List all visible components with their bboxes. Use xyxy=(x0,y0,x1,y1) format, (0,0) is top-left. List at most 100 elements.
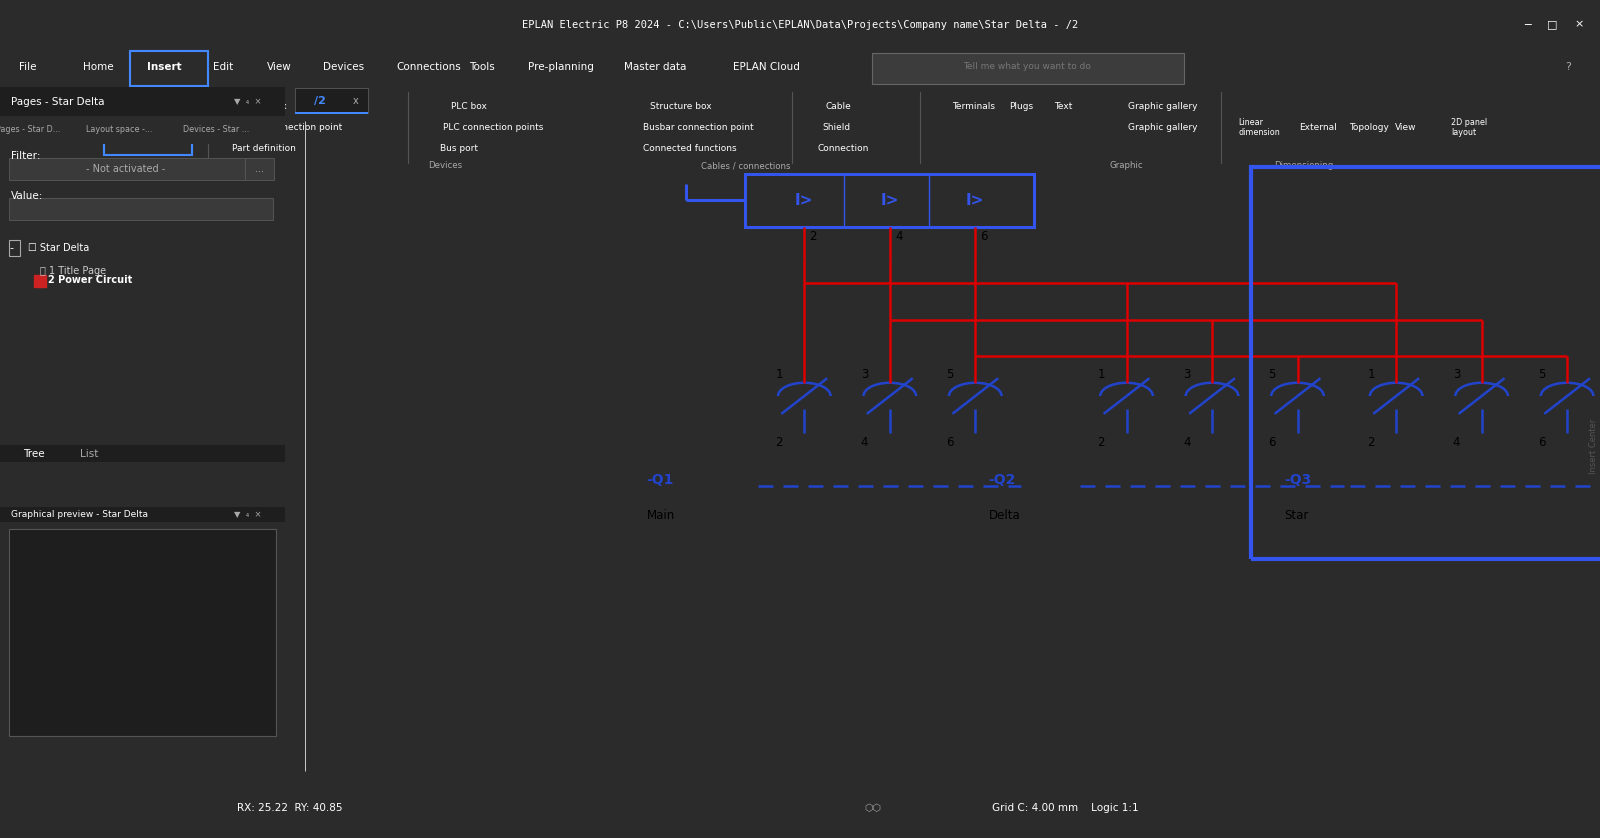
Text: Symbols: Symbols xyxy=(141,162,176,170)
Text: Pages - Star D...: Pages - Star D... xyxy=(0,126,61,134)
Text: 4: 4 xyxy=(1453,436,1461,449)
Text: Pre-planning: Pre-planning xyxy=(528,62,594,72)
Text: Devices - Star ...: Devices - Star ... xyxy=(184,126,250,134)
Text: Tools: Tools xyxy=(469,62,494,72)
Text: Cable: Cable xyxy=(826,102,851,111)
Text: Black box: Black box xyxy=(243,102,286,111)
Text: Devices: Devices xyxy=(427,162,462,170)
Text: ⬡⬡: ⬡⬡ xyxy=(864,803,882,813)
Text: ☐ Star Delta: ☐ Star Delta xyxy=(29,243,90,253)
Text: List: List xyxy=(80,449,98,459)
Text: ▼  ₄  ×: ▼ ₄ × xyxy=(234,97,261,106)
Text: 📄 1 Title Page: 📄 1 Title Page xyxy=(40,266,106,276)
Text: 6: 6 xyxy=(1538,436,1546,449)
Text: ...: ... xyxy=(256,164,264,174)
Text: ?: ? xyxy=(1565,62,1571,72)
Bar xyxy=(8,241,19,256)
Text: Cables / connections: Cables / connections xyxy=(701,162,790,170)
Text: Connected functions: Connected functions xyxy=(643,144,738,153)
Bar xyxy=(0,87,285,116)
Text: Macros: Macros xyxy=(38,162,70,170)
Text: Structure box: Structure box xyxy=(650,102,712,111)
Bar xyxy=(130,51,208,86)
Text: I>: I> xyxy=(966,193,984,208)
Text: Insert: Insert xyxy=(147,62,182,72)
Text: Plugs: Plugs xyxy=(1010,102,1034,111)
Bar xyxy=(245,158,274,180)
Text: Star: Star xyxy=(1285,509,1309,522)
Text: 3: 3 xyxy=(1453,369,1461,381)
Text: 2: 2 xyxy=(1368,436,1374,449)
Text: □: □ xyxy=(1547,19,1557,29)
Text: -: - xyxy=(10,243,13,253)
Text: Topology: Topology xyxy=(1349,123,1389,132)
Bar xyxy=(104,105,192,155)
Text: I>: I> xyxy=(880,193,899,208)
Text: 5: 5 xyxy=(1538,369,1546,381)
Text: 1: 1 xyxy=(1368,369,1374,381)
Text: Connection: Connection xyxy=(818,144,869,153)
Text: Graphic gallery: Graphic gallery xyxy=(1128,123,1197,132)
Text: Insert Center: Insert Center xyxy=(1589,418,1598,473)
Text: Filter:: Filter: xyxy=(11,151,42,161)
Text: Pages - Star Delta: Pages - Star Delta xyxy=(11,96,106,106)
Text: Bus port: Bus port xyxy=(440,144,478,153)
Bar xyxy=(0,445,285,462)
Text: 4: 4 xyxy=(1182,436,1190,449)
Bar xyxy=(8,198,274,220)
Text: 3: 3 xyxy=(1182,369,1190,381)
Text: 1: 1 xyxy=(1098,369,1106,381)
Text: ▼  ₄  ×: ▼ ₄ × xyxy=(234,510,261,519)
Text: View: View xyxy=(1395,123,1416,132)
Text: 5: 5 xyxy=(946,369,954,381)
Text: Edit: Edit xyxy=(213,62,234,72)
Text: 4: 4 xyxy=(861,436,869,449)
Text: Terminals: Terminals xyxy=(952,102,995,111)
Text: Graphical preview - Star Delta: Graphical preview - Star Delta xyxy=(11,510,149,519)
Text: Part definition: Part definition xyxy=(232,144,296,153)
Text: 2: 2 xyxy=(1098,436,1106,449)
Text: Grid C: 4.00 mm    Logic 1:1: Grid C: 4.00 mm Logic 1:1 xyxy=(992,803,1139,813)
Bar xyxy=(1251,167,1600,559)
Bar xyxy=(8,529,277,737)
Text: 2 Power Circuit: 2 Power Circuit xyxy=(48,276,133,286)
Text: 2: 2 xyxy=(776,436,782,449)
Text: -Q1: -Q1 xyxy=(646,473,674,488)
Text: View: View xyxy=(267,62,291,72)
Text: 6: 6 xyxy=(946,436,954,449)
Text: RX: 25.22  RY: 40.85: RX: 25.22 RY: 40.85 xyxy=(237,803,342,813)
Bar xyxy=(0,507,285,522)
Text: 4: 4 xyxy=(894,230,902,243)
Text: Busbar connection point: Busbar connection point xyxy=(643,123,754,132)
Text: External: External xyxy=(1299,123,1338,132)
Text: /2: /2 xyxy=(314,96,326,106)
Text: I>: I> xyxy=(795,193,813,208)
Text: Linear
dimension: Linear dimension xyxy=(1238,117,1280,137)
Text: File: File xyxy=(19,62,37,72)
Text: x: x xyxy=(354,96,358,106)
Bar xyxy=(8,158,245,180)
Text: Shield: Shield xyxy=(822,123,851,132)
Text: Delta: Delta xyxy=(989,509,1021,522)
Text: Home: Home xyxy=(83,62,114,72)
Text: Layout space -...: Layout space -... xyxy=(86,126,154,134)
Text: 6: 6 xyxy=(1269,436,1277,449)
Text: Main: Main xyxy=(646,509,675,522)
Text: Value:: Value: xyxy=(11,190,43,200)
Text: 2: 2 xyxy=(810,230,818,243)
Bar xyxy=(296,89,368,112)
Text: -Q3: -Q3 xyxy=(1285,473,1312,488)
Text: Devices: Devices xyxy=(323,62,365,72)
Bar xyxy=(746,173,1035,227)
Bar xyxy=(0,116,285,144)
Text: -Q2: -Q2 xyxy=(989,473,1016,488)
Text: Dimensioning: Dimensioning xyxy=(1274,162,1334,170)
Text: ─: ─ xyxy=(1525,19,1531,29)
Text: Device connection point: Device connection point xyxy=(232,123,342,132)
Text: 5: 5 xyxy=(1269,369,1275,381)
Text: 1: 1 xyxy=(776,369,782,381)
Text: Text: Text xyxy=(1054,102,1072,111)
Text: 3: 3 xyxy=(861,369,869,381)
Text: - Not activated -: - Not activated - xyxy=(86,164,165,174)
Text: Master data: Master data xyxy=(624,62,686,72)
